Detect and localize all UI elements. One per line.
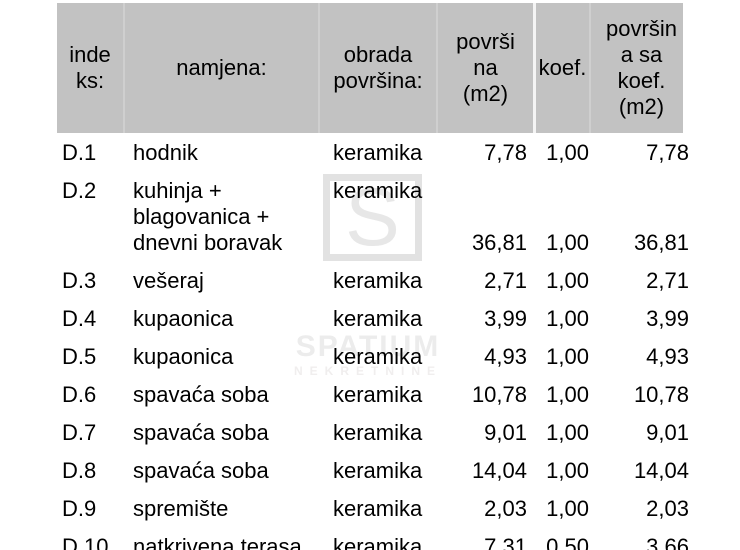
cell-indeks: D.1	[62, 140, 97, 165]
cell-indeks: D.10	[62, 534, 109, 550]
cell-indeks: D.9	[62, 496, 97, 521]
cell-povrsina-sa-koef: 36,81	[633, 230, 689, 255]
cell-koef: 1,00	[546, 230, 589, 255]
cell-koef: 1,00	[546, 382, 589, 407]
table-row: D.8 spavaća soba keramika 14,04 1,00 14,…	[57, 451, 692, 489]
cell-namjena: kuhinja + blagovanica + dnevni boravak	[133, 178, 283, 255]
cell-indeks: D.2	[62, 178, 97, 203]
cell-povrsina: 14,04	[471, 458, 527, 483]
watermark-brand-subtitle: NEKRETNINE	[293, 364, 442, 378]
areas-table: inde ks: namjena: obrada površina: površ…	[57, 3, 692, 550]
cell-indeks: D.7	[62, 420, 97, 445]
cell-obrada-povrsina: keramika	[333, 268, 423, 293]
table-row: D.5 kupaonica keramika 4,93 1,00 4,93	[57, 337, 692, 375]
table-row: D.4 kupaonica keramika 3,99 1,00 3,99	[57, 299, 692, 337]
cell-namjena: spremište	[133, 496, 229, 521]
cell-namjena: hodnik	[133, 140, 198, 165]
cell-namjena: natkrivena terasa	[133, 534, 302, 550]
table-row: D.2 kuhinja + blagovanica + dnevni borav…	[57, 171, 692, 261]
cell-obrada-povrsina: keramika	[333, 140, 423, 165]
table-row: D.3 vešeraj keramika 2,71 1,00 2,71	[57, 261, 692, 299]
cell-povrsina: 7,78	[484, 140, 527, 165]
cell-namjena: spavaća soba	[133, 458, 269, 483]
table-row: D.10 natkrivena terasa keramika 7,31 0,5…	[57, 527, 692, 550]
column-header-obrada-povrsina: obrada površina:	[318, 3, 436, 133]
table-row: D.6 spavaća soba keramika 10,78 1,00 10,…	[57, 375, 692, 413]
cell-povrsina: 2,03	[484, 496, 527, 521]
cell-povrsina-sa-koef: 10,78	[633, 382, 689, 407]
cell-obrada-povrsina: keramika	[333, 344, 423, 369]
watermark: SPATIUM NEKRETNINE	[278, 330, 458, 378]
table-row: D.1 hodnik keramika 7,78 1,00 7,78	[57, 133, 692, 171]
column-header-namjena: namjena:	[123, 3, 318, 133]
cell-povrsina-sa-koef: 3,66	[646, 534, 689, 550]
cell-indeks: D.8	[62, 458, 97, 483]
table-row: D.7 spavaća soba keramika 9,01 1,00 9,01	[57, 413, 692, 451]
watermark-logo-square: S	[323, 174, 422, 261]
cell-povrsina-sa-koef: 9,01	[646, 420, 689, 445]
cell-povrsina: 3,99	[484, 306, 527, 331]
cell-indeks: D.6	[62, 382, 97, 407]
table-row: D.9 spremište keramika 2,03 1,00 2,03	[57, 489, 692, 527]
cell-koef: 1,00	[546, 496, 589, 521]
cell-povrsina: 2,71	[484, 268, 527, 293]
cell-namjena: kupaonica	[133, 306, 234, 331]
cell-povrsina-sa-koef: 2,71	[646, 268, 689, 293]
cell-indeks: D.4	[62, 306, 97, 331]
cell-obrada-povrsina: keramika	[333, 382, 423, 407]
cell-namjena: spavaća soba	[133, 420, 269, 445]
watermark-logo-letter: S	[345, 172, 400, 263]
cell-namjena: kupaonica	[133, 344, 234, 369]
cell-indeks: D.3	[62, 268, 97, 293]
cell-povrsina-sa-koef: 2,03	[646, 496, 689, 521]
cell-obrada-povrsina: keramika	[333, 420, 423, 445]
cell-namjena: vešeraj	[133, 268, 204, 293]
cell-obrada-povrsina: keramika	[333, 496, 423, 521]
cell-koef: 1,00	[546, 420, 589, 445]
cell-povrsina-sa-koef: 14,04	[633, 458, 689, 483]
cell-namjena: spavaća soba	[133, 382, 269, 407]
watermark-brand-name: SPATIUM	[295, 330, 441, 363]
cell-koef: 1,00	[546, 458, 589, 483]
cell-koef: 1,00	[546, 140, 589, 165]
cell-obrada-povrsina: keramika	[333, 306, 423, 331]
column-header-povrsina-sa-koef: površin a sa koef. (m2)	[589, 3, 692, 133]
cell-koef: 1,00	[546, 268, 589, 293]
cell-obrada-povrsina: keramika	[333, 534, 423, 550]
table-body: D.1 hodnik keramika 7,78 1,00 7,78 D.2 k…	[57, 133, 692, 550]
cell-koef: 1,00	[546, 344, 589, 369]
cell-povrsina-sa-koef: 7,78	[646, 140, 689, 165]
cell-povrsina: 10,78	[471, 382, 527, 407]
table-header: inde ks: namjena: obrada površina: površ…	[57, 3, 692, 133]
table-header-row: inde ks: namjena: obrada površina: površ…	[57, 3, 692, 133]
cell-povrsina: 9,01	[484, 420, 527, 445]
column-header-indeks: inde ks:	[57, 3, 123, 133]
cell-koef: 1,00	[546, 306, 589, 331]
cell-povrsina: 7,31	[484, 534, 527, 550]
cell-koef: 0,50	[546, 534, 589, 550]
cell-obrada-povrsina: keramika	[333, 458, 423, 483]
cell-povrsina: 4,93	[484, 344, 527, 369]
cell-indeks: D.5	[62, 344, 97, 369]
cell-obrada-povrsina: keramika	[333, 178, 423, 203]
column-header-povrsina-m2: površi na (m2)	[436, 3, 533, 133]
cell-povrsina-sa-koef: 3,99	[646, 306, 689, 331]
column-header-koef: koef.	[533, 3, 589, 133]
cell-povrsina-sa-koef: 4,93	[646, 344, 689, 369]
cell-povrsina: 36,81	[471, 230, 527, 255]
